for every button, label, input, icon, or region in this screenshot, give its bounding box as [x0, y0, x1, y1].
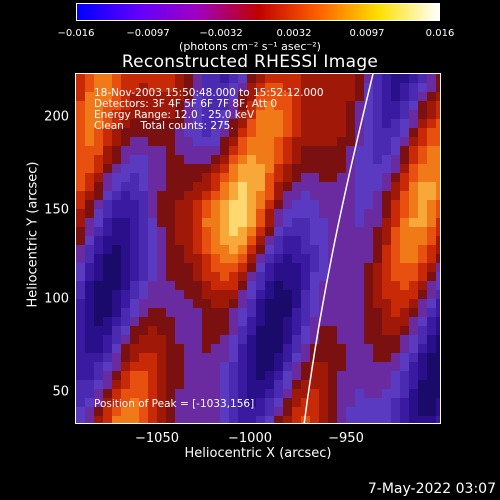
colorbar-tick: 0.0097 — [349, 28, 385, 39]
rhessi-image: 18-Nov-2003 15:50:48.000 to 15:52:12.000… — [75, 73, 441, 424]
limb-line — [303, 74, 374, 423]
colorbar-tick: 0.016 — [425, 28, 455, 39]
info-energy: Energy Range: 12.0 - 25.0 keV — [94, 109, 255, 121]
x-tick: −950 — [328, 431, 364, 446]
info-counts: Clean Total counts: 275. — [94, 120, 234, 132]
timestamp: 7-May-2022 03:07 — [367, 481, 496, 497]
y-tick: 50 — [52, 384, 69, 400]
x-tick: −1000 — [228, 431, 272, 446]
colorbar-tick: −0.0097 — [126, 28, 170, 39]
info-detectors: Detectors: 3F 4F 5F 6F 7F 8F, Att 0 — [94, 98, 278, 110]
y-tick: 100 — [44, 291, 69, 307]
plot-title: Reconstructed RHESSI Image — [121, 52, 379, 72]
colorbar-tick: −0.016 — [57, 28, 95, 39]
colorbar-tick: 0.0032 — [276, 28, 312, 39]
colorbar-tick: −0.0032 — [199, 28, 243, 39]
x-tick: −1050 — [135, 431, 179, 446]
x-axis-label: Heliocentric X (arcsec) — [184, 446, 332, 461]
colorbar-units: (photons cm⁻² s⁻¹ asec⁻²) — [179, 40, 321, 53]
info-time: 18-Nov-2003 15:50:48.000 to 15:52:12.000 — [94, 87, 324, 99]
peak-position: Position of Peak = [-1033,156] — [94, 398, 255, 410]
y-tick: 200 — [44, 109, 69, 125]
y-tick: 150 — [44, 202, 69, 218]
y-axis-label: Heliocentric Y (arcsec) — [25, 161, 41, 308]
colorbar — [76, 3, 440, 21]
